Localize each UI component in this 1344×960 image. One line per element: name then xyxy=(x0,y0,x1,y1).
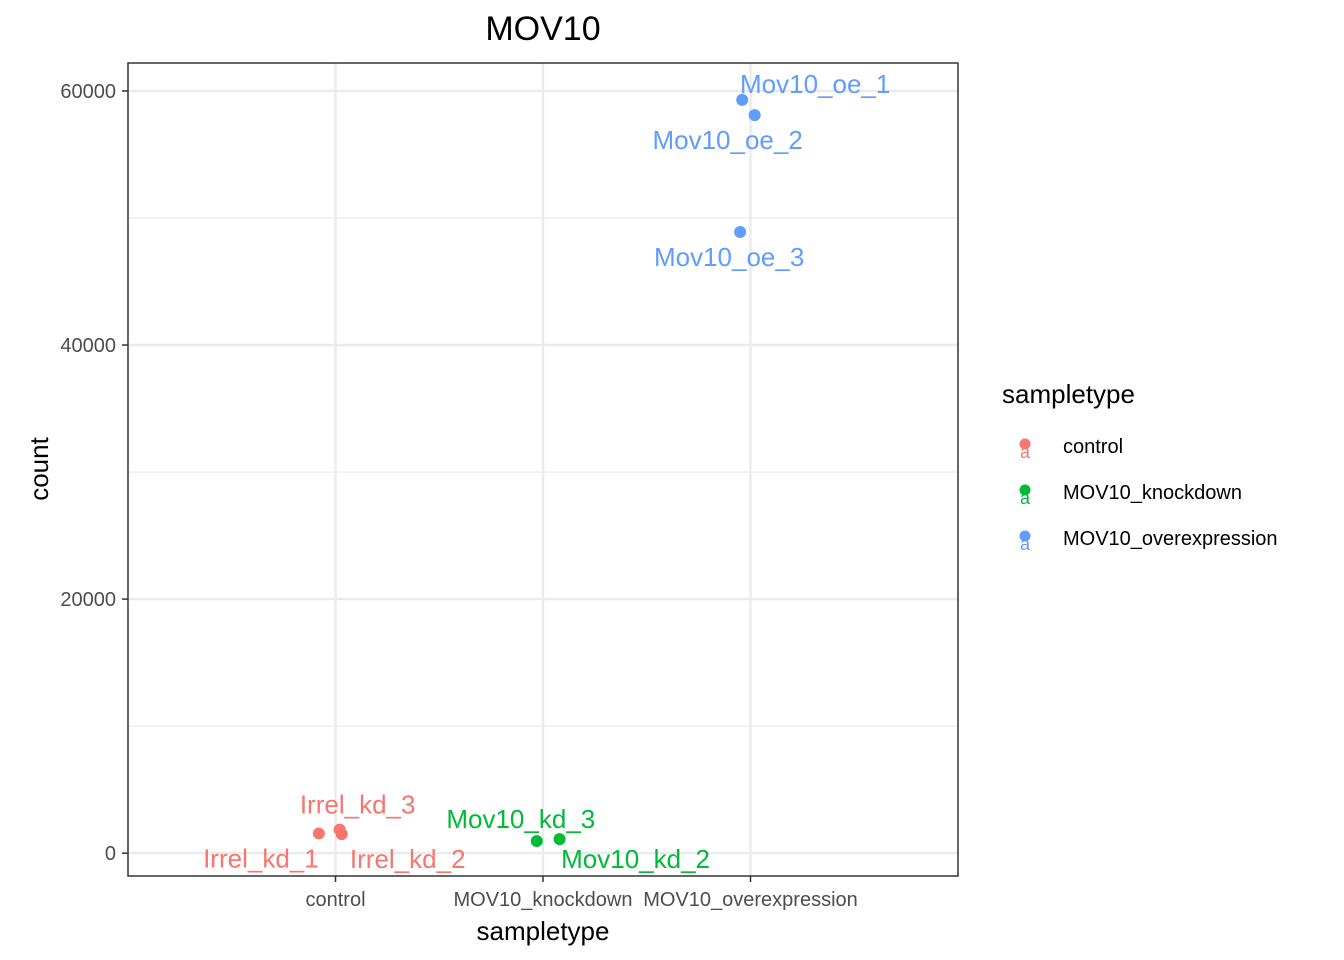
legend-label: control xyxy=(1063,436,1123,458)
point-label: Irrel_kd_2 xyxy=(350,844,466,874)
y-axis-title: count xyxy=(24,436,54,500)
data-point xyxy=(553,833,566,846)
chart-title: MOV10 xyxy=(485,10,600,48)
legend-key-point xyxy=(1019,484,1031,496)
y-tick-label: 0 xyxy=(105,843,116,865)
plot-panel: 0 20000 40000 60000 control MOV10_knockdown MO… xyxy=(60,62,959,911)
point-label: Mov10_oe_3 xyxy=(654,242,804,272)
point-label: Mov10_kd_2 xyxy=(561,844,710,874)
data-point xyxy=(333,823,346,836)
legend-key-text: a xyxy=(1020,534,1031,554)
x-tick-label: control xyxy=(305,889,365,911)
legend-label: MOV10_knockdown xyxy=(1063,482,1242,504)
data-point xyxy=(748,109,761,122)
legend-key-text: a xyxy=(1020,488,1031,508)
data-point xyxy=(530,835,543,848)
point-label: Mov10_oe_2 xyxy=(652,125,802,155)
y-tick-label: 60000 xyxy=(60,81,116,103)
legend-label: MOV10_overexpression xyxy=(1063,528,1278,550)
legend-title: sampletype xyxy=(1002,379,1135,409)
point-label: Mov10_kd_3 xyxy=(446,804,595,834)
legend-key-text: a xyxy=(1020,442,1031,462)
y-tick-label: 20000 xyxy=(60,589,116,611)
legend-key-point xyxy=(1019,438,1031,450)
data-point xyxy=(736,93,749,106)
point-label: Mov10_oe_1 xyxy=(740,69,890,99)
legend-key-point xyxy=(1019,530,1031,542)
data-point xyxy=(312,827,325,840)
data-point xyxy=(734,225,747,238)
x-axis-title: sampletype xyxy=(477,916,610,946)
y-tick-label: 40000 xyxy=(60,335,116,357)
point-label: Irrel_kd_1 xyxy=(203,843,319,873)
x-tick-label: MOV10_overexpression xyxy=(643,889,858,911)
point-label: Irrel_kd_3 xyxy=(300,790,416,820)
x-tick-label: MOV10_knockdown xyxy=(454,889,633,911)
